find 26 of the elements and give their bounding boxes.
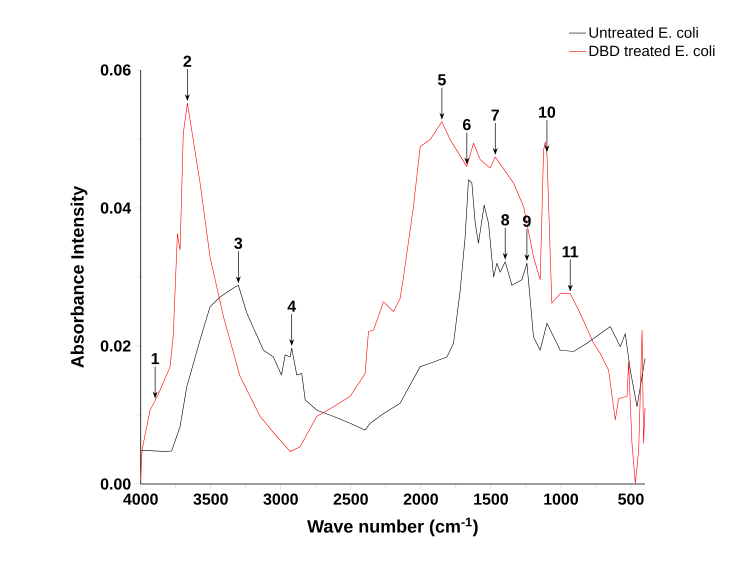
x-tick-label: 500: [618, 494, 644, 505]
annotation: 4: [288, 300, 296, 312]
legend-label: Untreated E. coli: [590, 26, 698, 38]
y-tick-label: 0.00: [100, 478, 131, 490]
y-tick-label: 0.02: [100, 340, 131, 352]
annotation: 7: [492, 110, 499, 121]
x-axis-title: Wave number (cm$^{-1}$): [307, 518, 478, 536]
y-axis-title: Absorbance Intensity: [70, 186, 88, 368]
annotation: 10: [539, 106, 556, 118]
x-tick-label: 2500: [334, 494, 368, 505]
legend-label: DBD treated E. coli: [590, 45, 714, 56]
annotation: 11: [562, 246, 578, 258]
annotation: 1: [152, 353, 160, 364]
x-tick-label: 1500: [474, 494, 508, 505]
annotation: 6: [462, 118, 471, 130]
annotation: 5: [438, 74, 446, 86]
x-tick-label: 3500: [193, 494, 228, 505]
annotation: 2: [183, 56, 192, 67]
annotation: 3: [234, 238, 242, 249]
x-tick-label: 1000: [544, 494, 578, 505]
x-tick-label: 4000: [123, 494, 158, 505]
x-tick-label: 2000: [404, 494, 438, 505]
y-tick-label: 0.06: [100, 64, 131, 76]
annotation: 8: [501, 214, 510, 226]
y-tick-label: 0.04: [100, 202, 132, 214]
x-tick-label: 3000: [263, 494, 298, 505]
